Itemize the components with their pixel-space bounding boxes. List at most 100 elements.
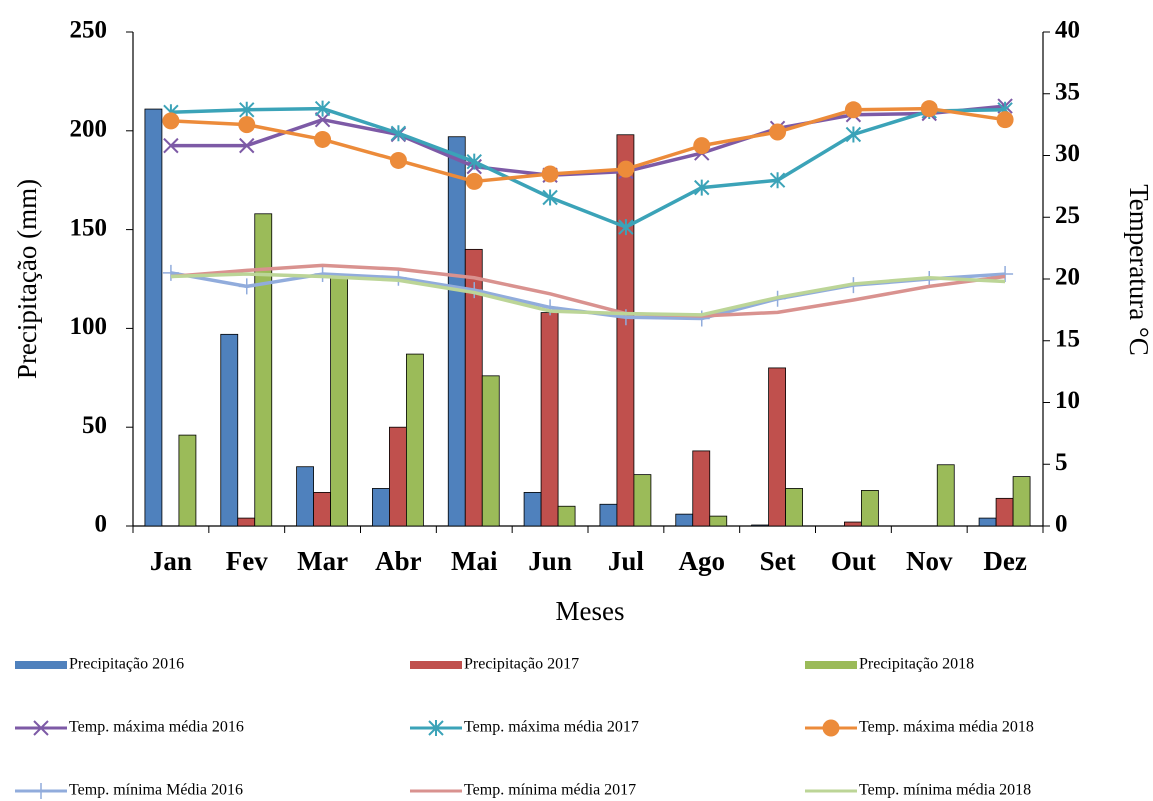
x-tick-label: Fev <box>226 546 268 576</box>
x-tick-label: Out <box>831 546 876 576</box>
point <box>238 278 255 295</box>
point <box>694 179 710 196</box>
marker-shape <box>314 111 331 128</box>
bar <box>447 136 466 527</box>
legend-marker <box>33 720 49 736</box>
bar <box>296 466 314 527</box>
legend-entry: Precipitação 2016 <box>15 656 184 673</box>
legend-swatch <box>15 661 67 669</box>
point <box>996 111 1014 129</box>
point <box>541 165 559 183</box>
point <box>618 219 634 236</box>
x-tick-label: Dez <box>983 546 1026 576</box>
point <box>163 137 179 154</box>
y2-tick-label: 35 <box>1055 78 1080 105</box>
point <box>920 100 938 118</box>
marker-shape <box>239 137 255 154</box>
legend-entry: Temp. mínima Média 2016 <box>15 782 243 799</box>
line <box>170 104 1006 178</box>
point <box>314 111 331 128</box>
point <box>162 112 180 130</box>
bar <box>220 333 239 527</box>
point <box>314 130 332 148</box>
legend-label: Temp. mínima Média 2016 <box>69 782 243 799</box>
marker-shape <box>314 266 331 283</box>
point <box>542 189 558 206</box>
x-tick-label: Jul <box>608 546 645 576</box>
legend-entry: Temp. máxima média 2018 <box>805 719 1034 737</box>
legend-entry: Precipitação 2018 <box>805 656 974 673</box>
bar <box>540 312 559 527</box>
marker-shape <box>428 720 444 736</box>
legend-entry: Temp. mínima média 2017 <box>410 782 636 799</box>
y-tick-label: 200 <box>70 116 108 143</box>
bar <box>751 524 769 527</box>
bar <box>1012 476 1031 527</box>
y-tick-label: 150 <box>70 214 108 241</box>
point <box>997 266 1014 283</box>
bar <box>633 474 652 527</box>
x-tick-label: Mai <box>451 546 498 576</box>
marker-shape <box>769 172 786 189</box>
legend-label: Temp. máxima média 2016 <box>69 719 244 736</box>
bar <box>978 517 997 527</box>
y-tick-label: 250 <box>70 17 108 44</box>
bar <box>995 497 1014 527</box>
legend-marker <box>428 720 444 736</box>
x-tick-label: Ago <box>679 546 726 576</box>
y2-tick-label: 25 <box>1055 202 1080 229</box>
y2-tick-label: 5 <box>1055 449 1068 476</box>
legend-marker <box>822 719 840 737</box>
marker-shape <box>33 783 49 799</box>
bar <box>372 488 390 527</box>
point <box>314 266 331 283</box>
legend-label: Temp. máxima média 2017 <box>464 719 639 736</box>
point <box>314 100 331 117</box>
marker-shape <box>314 100 331 117</box>
bar <box>844 521 862 527</box>
y2-tick-label: 15 <box>1055 325 1080 352</box>
line <box>170 106 1006 184</box>
point <box>769 123 787 141</box>
bar <box>237 517 256 527</box>
x-tick-label: Nov <box>906 546 953 576</box>
bar <box>254 213 273 527</box>
bar <box>313 492 331 527</box>
point <box>162 264 179 281</box>
bar <box>389 426 407 527</box>
bar <box>616 134 635 527</box>
x-tick-label: Mar <box>297 546 348 576</box>
bar <box>675 513 694 527</box>
bar <box>936 464 955 527</box>
x-tick-label: Jan <box>150 546 192 576</box>
x-tick-label: Jun <box>528 546 572 576</box>
point <box>845 126 862 143</box>
legend-label: Temp. mínima média 2018 <box>859 782 1031 799</box>
y2-tick-label: 40 <box>1055 17 1080 44</box>
bar <box>768 367 786 527</box>
point <box>465 172 483 190</box>
y2-tick-label: 0 <box>1055 511 1068 538</box>
bar <box>330 274 348 527</box>
legend-swatch <box>805 661 857 669</box>
legend-label: Temp. máxima média 2018 <box>859 719 1034 736</box>
point <box>769 172 786 189</box>
line <box>170 263 1006 318</box>
point <box>466 153 482 170</box>
legend-entry: Temp. máxima média 2017 <box>410 719 639 736</box>
marker-shape <box>542 189 558 206</box>
bar <box>481 375 500 527</box>
legend-entry: Precipitação 2017 <box>410 656 579 673</box>
x-tick-label: Set <box>760 546 796 576</box>
legend-label: Precipitação 2016 <box>69 656 184 673</box>
y2-axis-label: Temperatura °C <box>1124 184 1153 356</box>
legend-entry: Temp. mínima média 2018 <box>805 782 1031 799</box>
point <box>239 101 255 118</box>
point <box>238 116 256 134</box>
legend-swatch <box>410 661 462 669</box>
bar <box>785 488 803 527</box>
point <box>389 151 407 169</box>
marker-shape <box>845 126 862 143</box>
y2-tick-label: 30 <box>1055 140 1080 167</box>
